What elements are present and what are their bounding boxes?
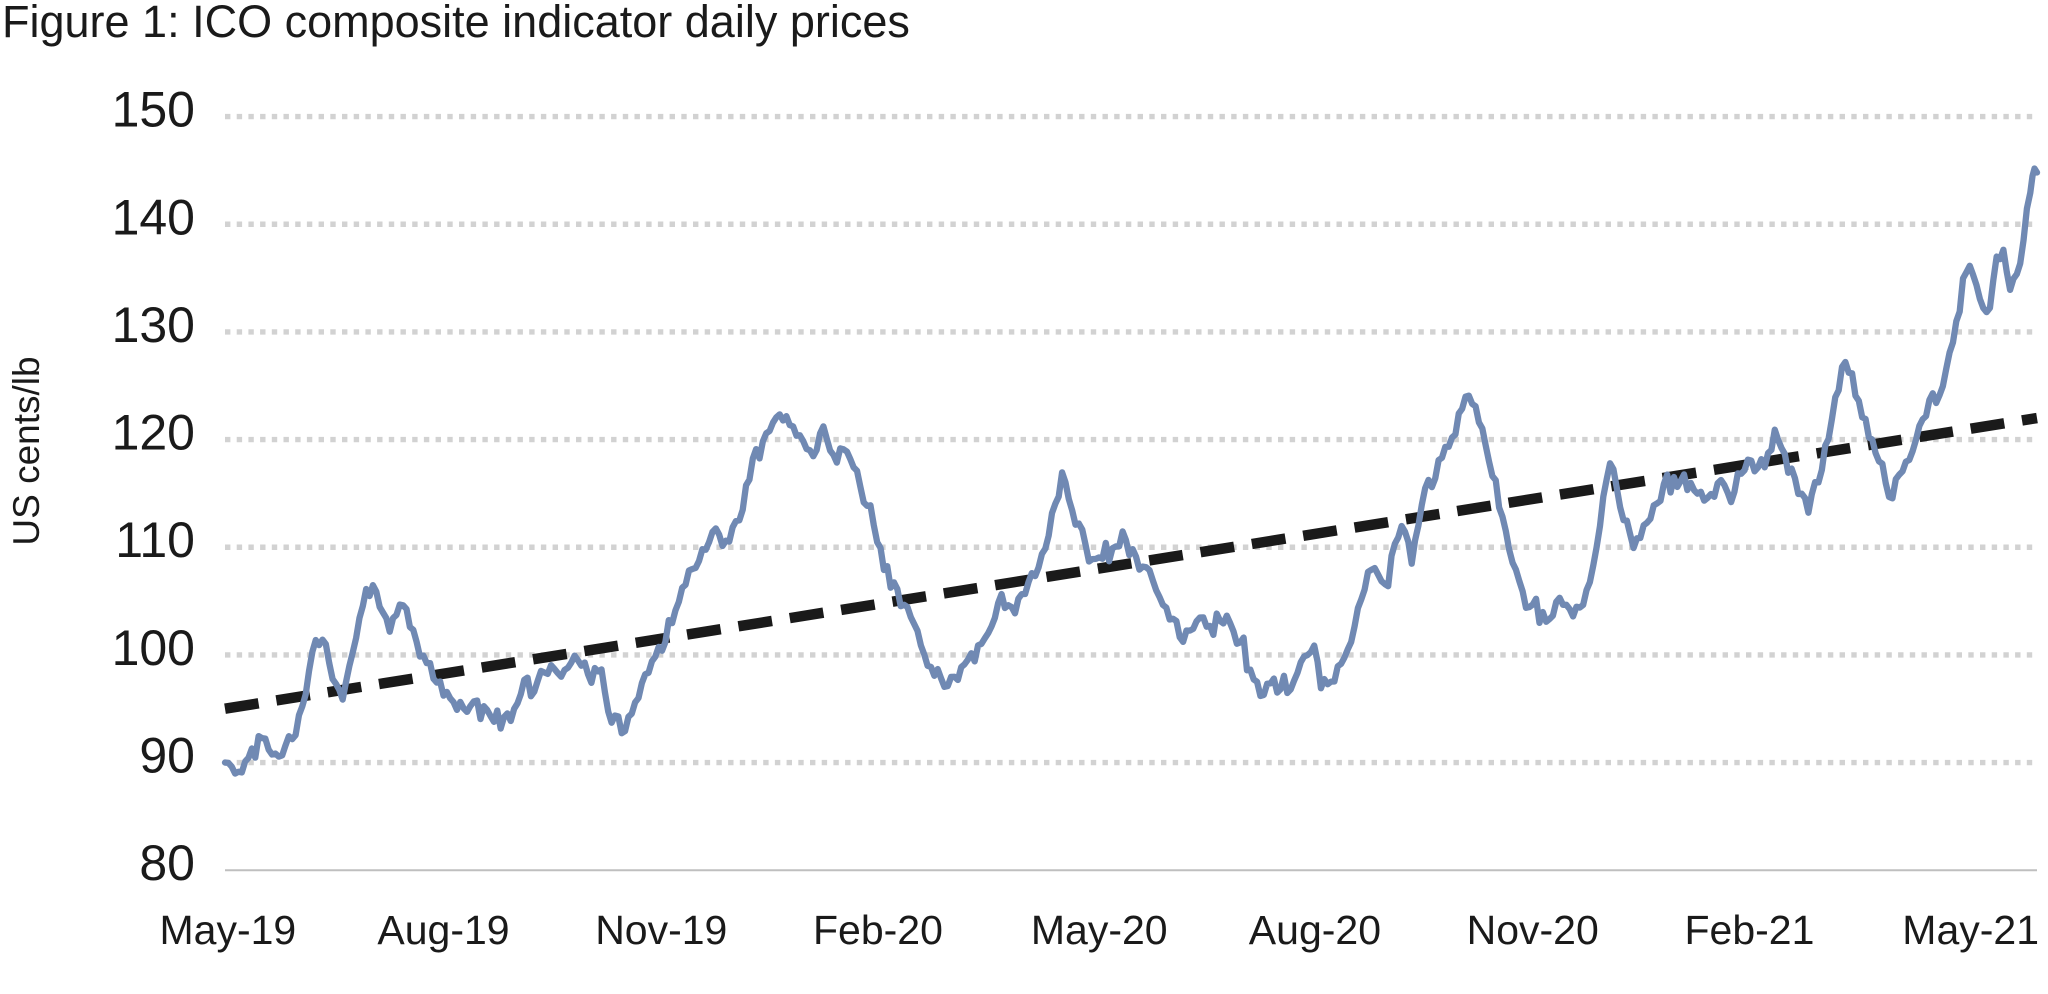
svg-text:Aug-19: Aug-19	[377, 907, 509, 953]
svg-text:130: 130	[112, 297, 195, 353]
svg-text:May-20: May-20	[1031, 907, 1168, 953]
svg-text:Feb-21: Feb-21	[1685, 907, 1815, 953]
svg-text:Feb-20: Feb-20	[813, 907, 943, 953]
svg-text:140: 140	[112, 189, 195, 245]
svg-text:Nov-20: Nov-20	[1467, 907, 1599, 953]
svg-text:80: 80	[139, 835, 195, 891]
svg-text:Aug-20: Aug-20	[1249, 907, 1381, 953]
svg-text:90: 90	[139, 728, 195, 784]
svg-text:Nov-19: Nov-19	[595, 907, 727, 953]
svg-text:May-21: May-21	[1902, 907, 2039, 953]
svg-text:120: 120	[112, 405, 195, 461]
svg-text:May-19: May-19	[160, 907, 297, 953]
svg-text:150: 150	[112, 82, 195, 138]
svg-text:100: 100	[112, 620, 195, 676]
svg-text:110: 110	[115, 512, 195, 568]
